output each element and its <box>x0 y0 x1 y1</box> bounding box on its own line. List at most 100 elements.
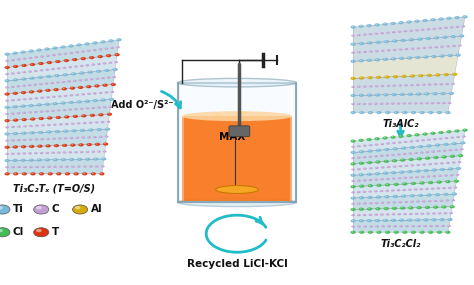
Circle shape <box>5 166 9 168</box>
Circle shape <box>420 152 422 153</box>
Circle shape <box>423 47 425 48</box>
Circle shape <box>20 105 26 108</box>
Circle shape <box>14 173 16 174</box>
Circle shape <box>55 60 61 63</box>
Circle shape <box>64 138 66 139</box>
Circle shape <box>368 103 372 105</box>
Circle shape <box>363 179 367 182</box>
Circle shape <box>444 27 448 29</box>
Circle shape <box>51 68 55 70</box>
Circle shape <box>366 138 372 141</box>
Circle shape <box>392 159 397 162</box>
Circle shape <box>411 231 416 234</box>
Circle shape <box>22 71 26 73</box>
Circle shape <box>80 129 85 132</box>
Circle shape <box>34 84 36 85</box>
Circle shape <box>58 53 62 56</box>
Ellipse shape <box>178 78 296 87</box>
Circle shape <box>352 226 353 227</box>
Circle shape <box>364 145 365 146</box>
Circle shape <box>408 102 412 105</box>
Circle shape <box>375 167 379 169</box>
Circle shape <box>36 48 42 52</box>
Circle shape <box>443 102 444 103</box>
Circle shape <box>30 117 36 121</box>
Circle shape <box>0 228 10 237</box>
Circle shape <box>12 159 18 162</box>
Circle shape <box>416 140 418 141</box>
Circle shape <box>114 61 118 63</box>
Circle shape <box>40 55 44 58</box>
Circle shape <box>12 166 13 167</box>
Circle shape <box>83 173 85 174</box>
Circle shape <box>63 151 66 154</box>
Polygon shape <box>7 99 111 121</box>
Circle shape <box>410 140 413 142</box>
Circle shape <box>439 218 445 221</box>
Circle shape <box>350 185 356 188</box>
Circle shape <box>369 85 373 87</box>
Circle shape <box>104 69 109 72</box>
Circle shape <box>77 100 82 103</box>
Circle shape <box>386 85 390 87</box>
Circle shape <box>400 158 405 162</box>
Circle shape <box>35 97 38 99</box>
Circle shape <box>418 158 419 159</box>
Circle shape <box>81 50 85 53</box>
Circle shape <box>105 91 109 93</box>
Circle shape <box>447 17 449 19</box>
Circle shape <box>29 145 35 148</box>
Circle shape <box>35 56 36 57</box>
Circle shape <box>55 74 60 77</box>
Circle shape <box>368 208 370 209</box>
Circle shape <box>386 190 387 191</box>
Circle shape <box>387 201 391 204</box>
Circle shape <box>424 56 426 57</box>
Circle shape <box>57 82 58 83</box>
Circle shape <box>437 187 440 190</box>
Circle shape <box>393 183 399 186</box>
FancyBboxPatch shape <box>229 126 250 137</box>
Circle shape <box>405 48 409 50</box>
Circle shape <box>64 95 66 96</box>
Circle shape <box>454 148 458 151</box>
Circle shape <box>441 46 442 47</box>
Circle shape <box>40 138 44 140</box>
Circle shape <box>351 168 355 171</box>
Circle shape <box>39 63 41 64</box>
Circle shape <box>403 177 407 179</box>
Circle shape <box>370 226 371 227</box>
Circle shape <box>97 107 101 109</box>
Circle shape <box>367 41 373 44</box>
Circle shape <box>393 166 395 167</box>
Circle shape <box>376 94 378 95</box>
Circle shape <box>56 131 58 132</box>
Text: Ti₃AlC₂: Ti₃AlC₂ <box>382 119 419 129</box>
Circle shape <box>394 148 396 149</box>
Circle shape <box>369 103 370 104</box>
Circle shape <box>40 69 44 72</box>
Circle shape <box>455 180 457 181</box>
Circle shape <box>437 231 442 234</box>
Circle shape <box>404 213 405 214</box>
Circle shape <box>36 166 37 167</box>
Circle shape <box>369 33 373 35</box>
Circle shape <box>374 143 378 146</box>
Circle shape <box>440 168 445 171</box>
Circle shape <box>5 113 9 115</box>
Circle shape <box>103 84 105 86</box>
Circle shape <box>364 86 365 87</box>
Circle shape <box>385 196 387 197</box>
Circle shape <box>51 152 55 154</box>
Circle shape <box>13 172 18 176</box>
Circle shape <box>59 138 60 139</box>
Circle shape <box>393 142 394 143</box>
Circle shape <box>24 58 25 59</box>
Circle shape <box>410 84 414 86</box>
Circle shape <box>93 49 95 50</box>
Circle shape <box>448 149 452 151</box>
Circle shape <box>431 218 437 221</box>
Circle shape <box>85 64 90 66</box>
Circle shape <box>448 102 452 104</box>
Circle shape <box>445 137 447 138</box>
